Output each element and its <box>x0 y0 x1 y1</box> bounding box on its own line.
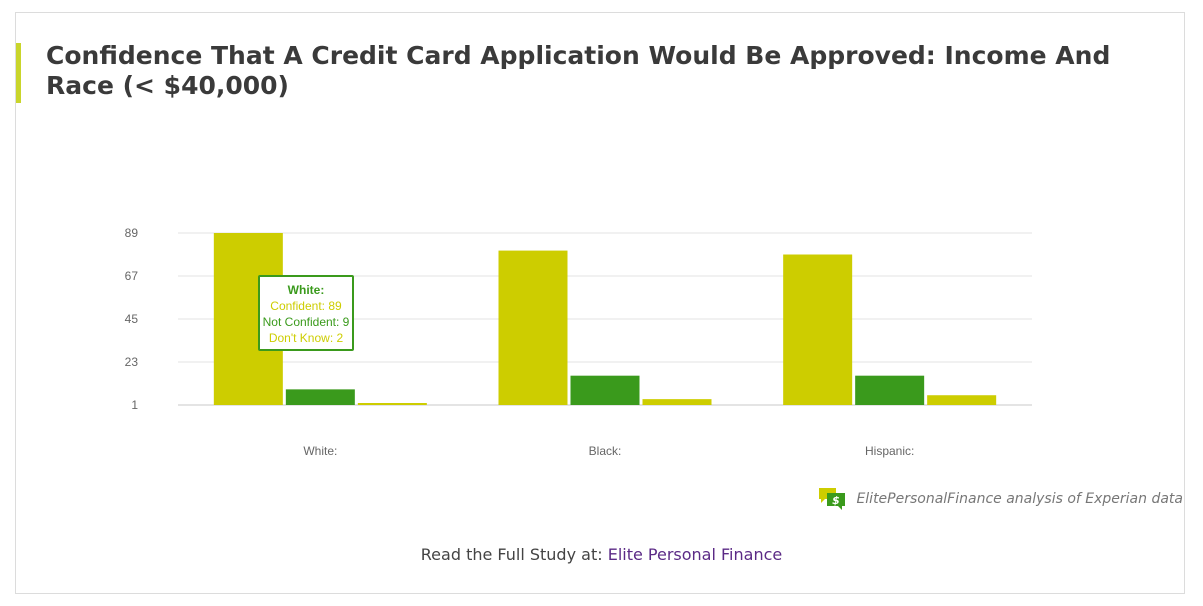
y-tick-label: 67 <box>125 269 139 283</box>
tooltip-not-confident: Not Confident: 9 <box>262 315 350 329</box>
chart-title: Confidence That A Credit Card Applicatio… <box>46 41 1111 100</box>
x-axis: White: Black: Hispanic: <box>303 444 914 458</box>
source-text: ElitePersonalFinance analysis of Experia… <box>856 491 1183 507</box>
y-tick-label: 89 <box>125 226 139 240</box>
bar-confident-black[interactable] <box>498 250 568 405</box>
x-category-label: Hispanic: <box>865 444 914 458</box>
chart-card: Confidence That A Credit Card Applicatio… <box>15 12 1185 594</box>
study-link[interactable]: Elite Personal Finance <box>607 545 783 564</box>
bar-not-confident-hispanic[interactable] <box>855 375 925 405</box>
x-category-label: White: <box>303 444 337 458</box>
bar-confident-hispanic[interactable] <box>783 254 853 406</box>
source-attribution: $ ElitePersonalFinance analysis of Exper… <box>818 486 1183 512</box>
y-tick-label: 23 <box>125 355 139 369</box>
tooltip-confident: Confident: 89 <box>270 299 342 313</box>
bar-don-t-know-white[interactable] <box>357 403 427 405</box>
bar-don-t-know-hispanic[interactable] <box>927 395 997 405</box>
y-tick-label: 45 <box>125 312 139 326</box>
title-accent-bar <box>16 43 21 103</box>
bar-not-confident-black[interactable] <box>570 375 640 405</box>
footer-prefix: Read the Full Study at: <box>420 545 603 564</box>
y-tick-label: 1 <box>131 398 138 412</box>
tooltip-dont-know: Don't Know: 2 <box>268 331 344 345</box>
y-axis: 1 23 45 67 89 <box>125 226 139 412</box>
chart-tooltip: White: Confident: 89 Not Confident: 9 Do… <box>258 275 354 351</box>
bar-not-confident-white[interactable] <box>285 389 355 405</box>
tooltip-title: White: <box>287 283 325 297</box>
svg-text:$: $ <box>833 494 841 507</box>
footer: Read the Full Study at: Elite Personal F… <box>0 545 1203 564</box>
bar-don-t-know-black[interactable] <box>642 399 712 405</box>
x-category-label: Black: <box>589 444 622 458</box>
dollar-chat-icon: $ <box>818 486 846 512</box>
